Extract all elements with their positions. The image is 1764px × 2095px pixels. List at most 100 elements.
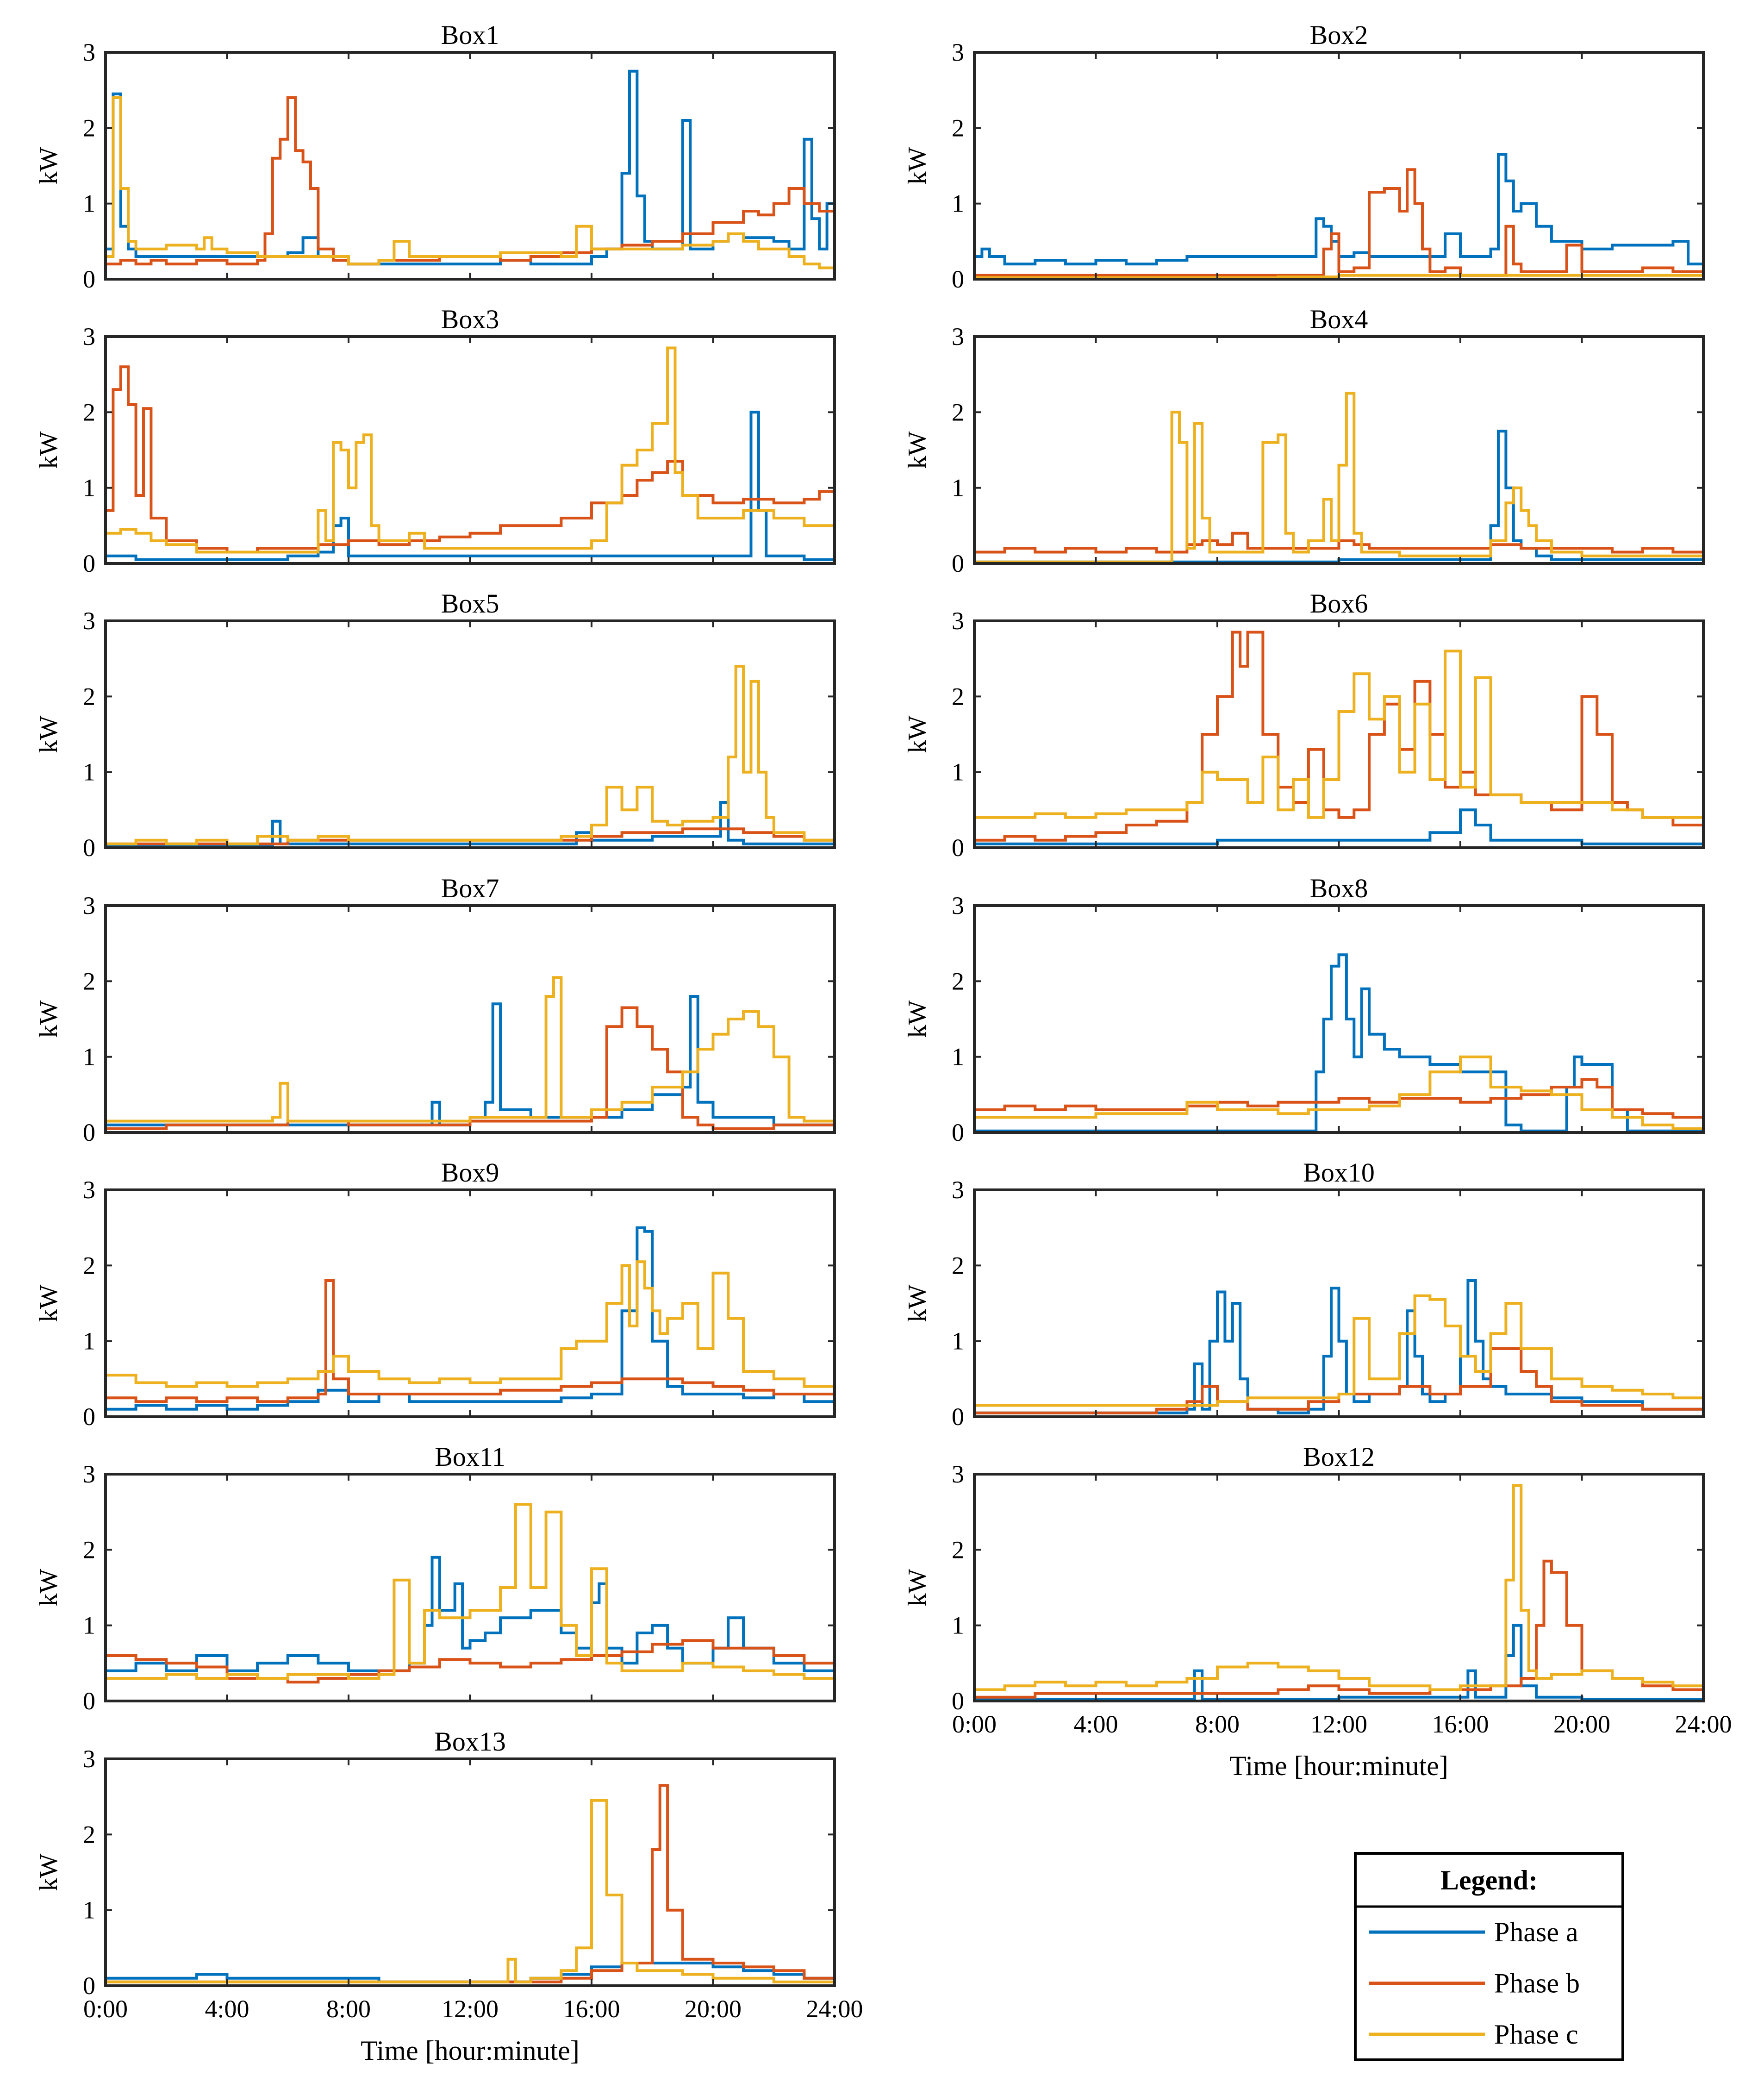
y-axis-label: kW xyxy=(903,1569,932,1606)
y-tick-label: 2 xyxy=(83,1820,95,1848)
y-tick-label: 2 xyxy=(952,1251,964,1279)
series-line-phase-a xyxy=(974,430,1703,563)
x-tick-label: 12:00 xyxy=(1310,1710,1367,1738)
y-tick-label: 1 xyxy=(83,190,95,218)
subplot-title: Box8 xyxy=(1310,873,1368,903)
x-tick-label: 24:00 xyxy=(1675,1710,1732,1738)
y-tick-label: 1 xyxy=(83,1896,95,1924)
y-tick-label: 2 xyxy=(952,114,964,142)
subplot-title: Box12 xyxy=(1303,1442,1375,1472)
y-tick-label: 1 xyxy=(83,474,95,502)
y-tick-label: 3 xyxy=(83,1460,95,1488)
y-tick-label: 0 xyxy=(952,834,964,862)
y-tick-label: 3 xyxy=(952,1176,964,1204)
series-line-phase-c xyxy=(106,1799,835,1983)
y-axis-label: kW xyxy=(34,147,63,184)
series-line-phase-c xyxy=(106,976,835,1123)
series-line-phase-c xyxy=(106,665,835,845)
subplot-title: Box11 xyxy=(435,1442,505,1472)
series-line-phase-a xyxy=(974,953,1703,1132)
legend: Legend: Phase a Phase b Phase c xyxy=(1354,1852,1624,2061)
subplot-title: Box1 xyxy=(441,20,499,50)
subplot-title: Box7 xyxy=(441,873,499,903)
series-line-phase-b xyxy=(106,1784,835,1983)
subplot-box2: Box2 kW 0 1 2 3 xyxy=(903,20,1705,293)
subplot-box8: Box8 kW 0 1 2 3 xyxy=(903,873,1705,1146)
subplot-box11: Box11 kW 0 1 2 3 xyxy=(34,1442,836,1715)
y-tick-label: 3 xyxy=(83,892,95,919)
y-tick-label: 2 xyxy=(83,967,95,995)
series-line-phase-c xyxy=(974,1055,1703,1130)
plot-frame xyxy=(104,1757,836,1987)
y-tick-label: 1 xyxy=(83,1612,95,1639)
y-tick-label: 3 xyxy=(83,1176,95,1204)
plot-frame xyxy=(104,51,836,281)
y-tick-label: 2 xyxy=(83,114,95,142)
series-line-phase-b xyxy=(106,1279,835,1403)
y-tick-label: 3 xyxy=(83,38,95,66)
series-line-phase-b xyxy=(974,1347,1703,1414)
y-tick-label: 1 xyxy=(952,474,964,502)
subplot-box5: Box5 kW 0 1 2 3 xyxy=(34,588,836,862)
series-line-phase-b xyxy=(974,168,1703,277)
y-axis-label: kW xyxy=(34,1569,63,1606)
y-tick-label: 3 xyxy=(952,38,964,66)
y-tick-label: 1 xyxy=(83,758,95,786)
series-line-phase-c xyxy=(106,96,835,272)
y-tick-label: 0 xyxy=(952,265,964,293)
subplot-box4: Box4 kW 0 1 2 3 xyxy=(903,304,1705,577)
subplot-title: Box4 xyxy=(1310,304,1368,334)
subplot-box1: Box1 kW 0 1 2 3 xyxy=(34,20,836,293)
y-tick-label: 1 xyxy=(952,1612,964,1639)
subplot-box7: Box7 kW 0 1 2 3 xyxy=(34,873,836,1146)
x-tick-label: 20:00 xyxy=(685,1995,742,2023)
series-line-phase-a xyxy=(106,1226,835,1411)
subplot-title: Box5 xyxy=(441,588,499,619)
subplot-title: Box3 xyxy=(441,304,499,334)
subplot-box9: Box9 kW 0 1 2 3 xyxy=(34,1157,836,1431)
y-axis-label: kW xyxy=(903,431,932,469)
series-line-phase-c xyxy=(974,1294,1703,1407)
y-tick-label: 0 xyxy=(952,1119,964,1146)
series-line-phase-b xyxy=(106,1006,835,1130)
subplot-title: Box13 xyxy=(434,1726,506,1757)
y-axis-label: kW xyxy=(34,1853,63,1891)
y-tick-label: 3 xyxy=(952,892,964,919)
plot-frame xyxy=(973,1473,1705,1702)
y-tick-label: 3 xyxy=(952,1460,964,1488)
y-tick-label: 1 xyxy=(952,1327,964,1355)
x-tick-label: 0:00 xyxy=(83,1995,128,2023)
x-tick-label: 20:00 xyxy=(1553,1710,1610,1738)
y-tick-label: 1 xyxy=(952,190,964,218)
y-tick-label: 0 xyxy=(952,1687,964,1715)
y-axis-label: kW xyxy=(903,147,932,184)
y-tick-label: 2 xyxy=(83,682,95,710)
y-tick-label: 2 xyxy=(83,398,95,426)
y-tick-label: 3 xyxy=(83,607,95,635)
y-tick-label: 0 xyxy=(83,1972,95,2000)
y-tick-label: 1 xyxy=(952,1043,964,1071)
subplot-title: Box10 xyxy=(1303,1157,1375,1188)
y-tick-label: 2 xyxy=(952,682,964,710)
series-line-phase-a xyxy=(106,69,835,266)
y-tick-label: 2 xyxy=(83,1536,95,1563)
series-line-phase-b xyxy=(974,1078,1703,1119)
series-line-phase-c xyxy=(106,1503,835,1682)
subplot-box13: Box13 kW 0 1 2 3 0:00 4:00 8:00 12:00 16:00 20:00 24… xyxy=(34,1726,863,2066)
y-tick-label: 3 xyxy=(83,1745,95,1773)
series-line-phase-c xyxy=(106,346,835,554)
legend-label-phase-a: Phase a xyxy=(1494,1917,1578,1947)
y-tick-label: 1 xyxy=(83,1043,95,1071)
subplot-title: Box6 xyxy=(1310,588,1368,619)
subplot-box6: Box6 kW 0 1 2 3 xyxy=(903,588,1705,862)
y-axis-label: kW xyxy=(903,1000,932,1038)
x-tick-label: 8:00 xyxy=(1195,1710,1240,1738)
y-axis-label: kW xyxy=(34,715,63,753)
series-line-phase-c xyxy=(974,650,1703,821)
x-tick-label: 12:00 xyxy=(442,1995,499,2023)
legend-title: Legend: xyxy=(1440,1865,1538,1895)
subplot-box12: Box12 kW 0 1 2 3 0:00 4:00 8:00 12:00 16:00 20:00 24… xyxy=(903,1442,1732,1781)
subplot-title: Box2 xyxy=(1310,20,1368,50)
plot-frame xyxy=(104,619,836,849)
